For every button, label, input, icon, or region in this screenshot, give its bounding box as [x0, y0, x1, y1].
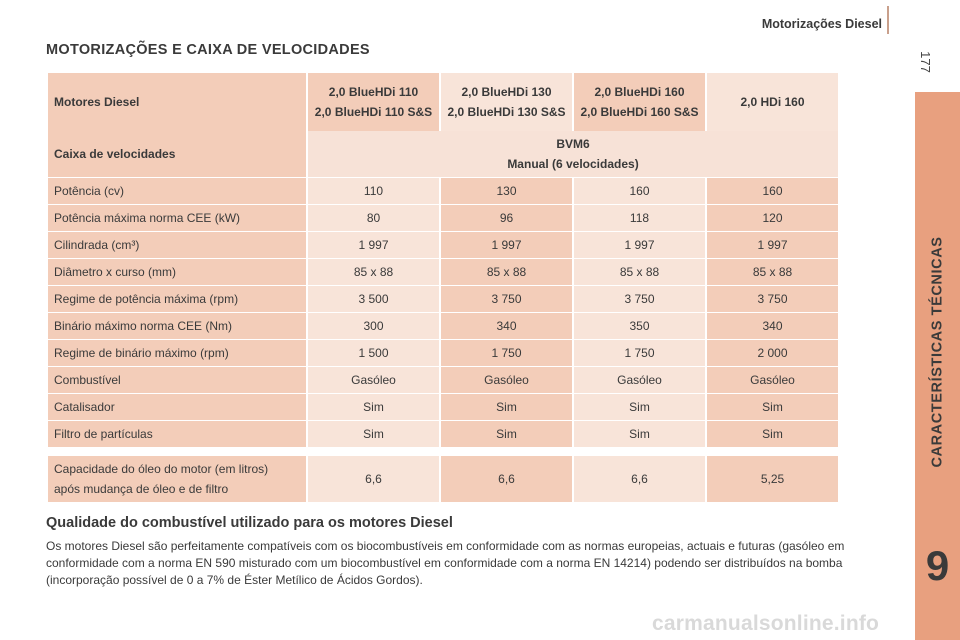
row-value: Gasóleo — [574, 366, 705, 393]
row-label: Filtro de partículas — [48, 420, 306, 447]
table-row: Potência máxima norma CEE (kW) 80 96 118 120 — [48, 204, 838, 231]
header-engine-1: 2,0 BlueHDi 110 2,0 BlueHDi 110 S&S — [308, 73, 439, 131]
row-value: 130 — [441, 177, 572, 204]
engine-spec-table: Motores Diesel 2,0 BlueHDi 110 2,0 BlueHD… — [46, 73, 840, 502]
table-row: Catalisador Sim Sim Sim Sim — [48, 393, 838, 420]
row-value: Sim — [308, 420, 439, 447]
gearbox-row: Caixa de velocidades BVM6 Manual (6 veloc… — [48, 131, 838, 177]
oil-capacity-value: 5,25 — [707, 456, 838, 502]
oil-capacity-label-line: após mudança de óleo e de filtro — [54, 482, 229, 496]
row-value: 1 997 — [308, 231, 439, 258]
row-label: Diâmetro x curso (mm) — [48, 258, 306, 285]
header-engine-3: 2,0 BlueHDi 160 2,0 BlueHDi 160 S&S — [574, 73, 705, 131]
gearbox-value: BVM6 Manual (6 velocidades) — [308, 131, 838, 177]
table-row: Diâmetro x curso (mm) 85 x 88 85 x 88 85 x … — [48, 258, 838, 285]
row-value: 85 x 88 — [308, 258, 439, 285]
row-value: 340 — [441, 312, 572, 339]
row-value: Sim — [707, 420, 838, 447]
table-row: Potência (cv) 110 130 160 160 — [48, 177, 838, 204]
row-value: 300 — [308, 312, 439, 339]
row-label: Combustível — [48, 366, 306, 393]
row-value: 3 500 — [308, 285, 439, 312]
row-value: 3 750 — [574, 285, 705, 312]
gearbox-description: Manual (6 velocidades) — [507, 157, 639, 171]
row-value: Sim — [441, 393, 572, 420]
row-value: Gasóleo — [308, 366, 439, 393]
row-value: 118 — [574, 204, 705, 231]
header-engine-4-line1: 2,0 HDi 160 — [740, 95, 805, 109]
header-engine-1-line1: 2,0 BlueHDi 110 — [328, 85, 419, 99]
row-value: Sim — [308, 393, 439, 420]
row-value: 350 — [574, 312, 705, 339]
running-header: Motorizações Diesel — [761, 17, 882, 31]
row-label: Regime de binário máximo (rpm) — [48, 339, 306, 366]
row-value: 120 — [707, 204, 838, 231]
row-value: 1 750 — [441, 339, 572, 366]
header-engine-2: 2,0 BlueHDi 130 2,0 BlueHDi 130 S&S — [441, 73, 572, 131]
row-value: 1 997 — [441, 231, 572, 258]
table-spacer — [48, 447, 838, 456]
row-value: 1 750 — [574, 339, 705, 366]
table-row: Regime de potência máxima (rpm) 3 500 3 75… — [48, 285, 838, 312]
row-label: Regime de potência máxima (rpm) — [48, 285, 306, 312]
row-label: Potência (cv) — [48, 177, 306, 204]
header-engine-4: 2,0 HDi 160 — [707, 73, 838, 131]
row-value: 1 997 — [574, 231, 705, 258]
gearbox-label: Caixa de velocidades — [48, 131, 306, 177]
row-value: 3 750 — [707, 285, 838, 312]
row-label: Potência máxima norma CEE (kW) — [48, 204, 306, 231]
row-value: 1 997 — [707, 231, 838, 258]
header-engine-2-line2: 2,0 BlueHDi 130 S&S — [447, 105, 566, 119]
page-number: 177 — [918, 51, 933, 73]
row-label: Cilindrada (cm³) — [48, 231, 306, 258]
row-value: Sim — [441, 420, 572, 447]
row-value: Sim — [574, 393, 705, 420]
chapter-side-tab: CARACTERÍSTICAS TÉCNICAS 9 — [915, 92, 960, 640]
row-value: 96 — [441, 204, 572, 231]
row-value: 80 — [308, 204, 439, 231]
section-title: MOTORIZAÇÕES E CAIXA DE VELOCIDADES — [46, 42, 370, 58]
oil-capacity-row: Capacidade do óleo do motor (em litros) a… — [48, 456, 838, 502]
table-row: Filtro de partículas Sim Sim Sim Sim — [48, 420, 838, 447]
chapter-title: CARACTERÍSTICAS TÉCNICAS — [929, 236, 946, 468]
row-value: Gasóleo — [707, 366, 838, 393]
row-value: 110 — [308, 177, 439, 204]
header-engine-1-line2: 2,0 BlueHDi 110 S&S — [314, 105, 433, 119]
row-value: Sim — [707, 393, 838, 420]
header-divider — [887, 6, 889, 34]
table-row: Combustível Gasóleo Gasóleo Gasóleo Gasóleo — [48, 366, 838, 393]
row-value: 1 500 — [308, 339, 439, 366]
header-engine-2-line1: 2,0 BlueHDi 130 — [461, 85, 552, 99]
row-label: Binário máximo norma CEE (Nm) — [48, 312, 306, 339]
row-value: 85 x 88 — [707, 258, 838, 285]
header-engine-3-line2: 2,0 BlueHDi 160 S&S — [580, 105, 699, 119]
table-header-row: Motores Diesel 2,0 BlueHDi 110 2,0 BlueHD… — [48, 73, 838, 131]
row-value: 160 — [574, 177, 705, 204]
fuel-quality-text: Os motores Diesel são perfeitamente comp… — [46, 539, 845, 587]
table-row: Cilindrada (cm³) 1 997 1 997 1 997 1 997 — [48, 231, 838, 258]
chapter-number: 9 — [925, 542, 950, 589]
oil-capacity-value: 6,6 — [574, 456, 705, 502]
row-value: 3 750 — [441, 285, 572, 312]
row-value: 340 — [707, 312, 838, 339]
row-value: 85 x 88 — [441, 258, 572, 285]
row-value: 2 000 — [707, 339, 838, 366]
table-row: Binário máximo norma CEE (Nm) 300 340 350 34… — [48, 312, 838, 339]
oil-capacity-label: Capacidade do óleo do motor (em litros) a… — [48, 456, 306, 502]
row-value: 85 x 88 — [574, 258, 705, 285]
row-label: Catalisador — [48, 393, 306, 420]
row-value: Sim — [574, 420, 705, 447]
header-label: Motores Diesel — [48, 73, 306, 131]
row-value: 160 — [707, 177, 838, 204]
fuel-quality-title: Qualidade do combustível utilizado para … — [46, 515, 453, 531]
oil-capacity-label-line: Capacidade do óleo do motor (em litros) — [54, 462, 269, 476]
table-row: Regime de binário máximo (rpm) 1 500 1 750… — [48, 339, 838, 366]
chapter-title-container: CARACTERÍSTICAS TÉCNICAS — [915, 132, 960, 572]
gearbox-code: BVM6 — [556, 137, 590, 151]
header-engine-3-line1: 2,0 BlueHDi 160 — [594, 85, 685, 99]
row-value: Gasóleo — [441, 366, 572, 393]
watermark: carmanualsonline.info — [652, 612, 880, 635]
oil-capacity-value: 6,6 — [441, 456, 572, 502]
oil-capacity-value: 6,6 — [308, 456, 439, 502]
